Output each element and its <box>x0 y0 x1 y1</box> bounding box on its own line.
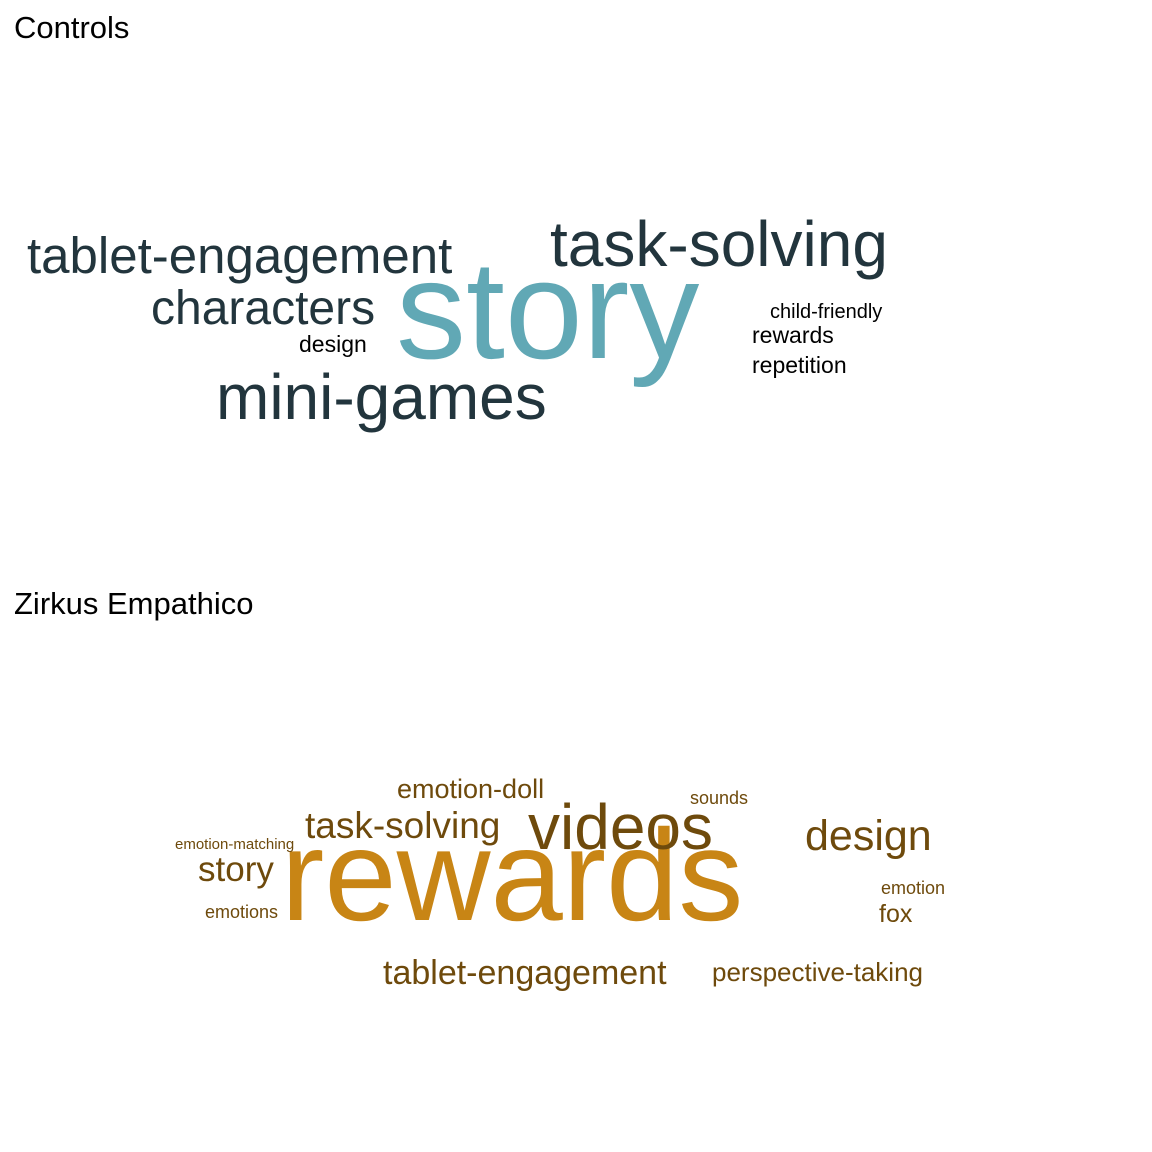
cloud-word: tablet-engagement <box>27 227 453 284</box>
zirkus-empathico-panel: Zirkus Empathico rewards videos design task… <box>0 576 1152 1152</box>
controls-panel: Controls story task-solving tablet-engagem… <box>14 10 888 433</box>
cloud-word: tablet-engagement <box>383 954 667 992</box>
cloud-word: task-solving <box>305 805 501 846</box>
cloud-word: perspective-taking <box>712 957 923 987</box>
cloud-word: emotion-doll <box>397 774 545 804</box>
cloud-word: sounds <box>690 788 749 808</box>
cloud-word: emotion <box>881 878 946 898</box>
cloud-word: videos <box>528 791 713 863</box>
cloud-word: rewards <box>281 802 744 948</box>
cloud-word: emotions <box>205 902 279 922</box>
panel-title: Zirkus Empathico <box>14 586 254 621</box>
cloud-word: emotion-matching <box>175 836 295 853</box>
cloud-word: fox <box>879 900 913 928</box>
panel-title: Controls <box>14 10 130 45</box>
word-cloud: story task-solving tablet-engagement mini-g… <box>27 208 888 433</box>
cloud-word: story <box>198 850 274 889</box>
cloud-word: child-friendly <box>770 301 883 323</box>
cloud-word: rewards <box>752 322 834 348</box>
cloud-word: design <box>299 331 367 357</box>
word-cloud: rewards videos design task-solving emotion-d… <box>0 576 1152 1152</box>
cloud-word: mini-games <box>216 361 547 433</box>
cloud-word: story <box>396 231 700 388</box>
cloud-word: design <box>805 812 932 860</box>
cloud-word: characters <box>151 282 376 335</box>
cloud-word: task-solving <box>550 208 888 280</box>
cloud-word: repetition <box>752 352 847 378</box>
